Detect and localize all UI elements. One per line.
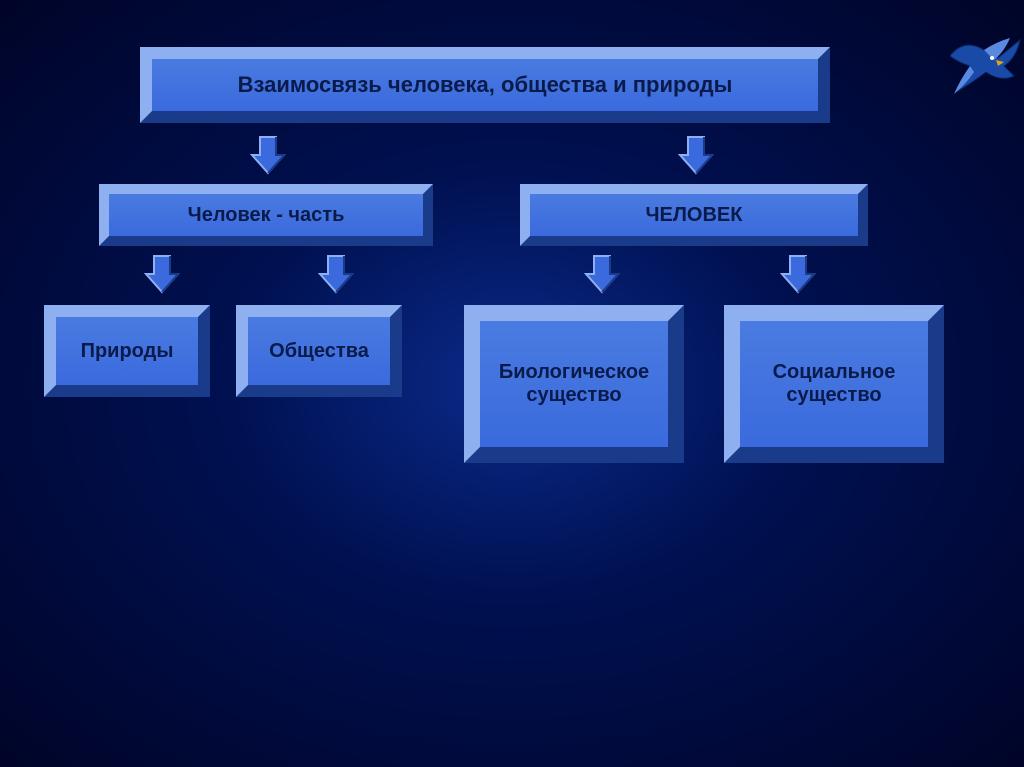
title-label: Взаимосвязь человека, общества и природы	[230, 68, 741, 102]
biological-box: Биологическое существо	[464, 305, 684, 463]
society-box: Общества	[236, 305, 402, 397]
human-box: ЧЕЛОВЕК	[520, 184, 868, 246]
social-box: Социальное существо	[724, 305, 944, 463]
human-part-label: Человек - часть	[180, 200, 353, 231]
social-label: Социальное существо	[740, 357, 928, 411]
biological-label: Биологическое существо	[480, 357, 668, 411]
down-arrow-icon	[144, 254, 180, 294]
down-arrow-icon	[678, 135, 714, 175]
nature-box: Природы	[44, 305, 210, 397]
down-arrow-icon	[318, 254, 354, 294]
society-label: Общества	[261, 336, 377, 367]
down-arrow-icon	[250, 135, 286, 175]
title-box: Взаимосвязь человека, общества и природы	[140, 47, 830, 123]
bird-icon	[944, 32, 1024, 104]
down-arrow-icon	[780, 254, 816, 294]
human-label: ЧЕЛОВЕК	[638, 200, 751, 231]
down-arrow-icon	[584, 254, 620, 294]
nature-label: Природы	[73, 336, 182, 367]
human-part-box: Человек - часть	[99, 184, 433, 246]
